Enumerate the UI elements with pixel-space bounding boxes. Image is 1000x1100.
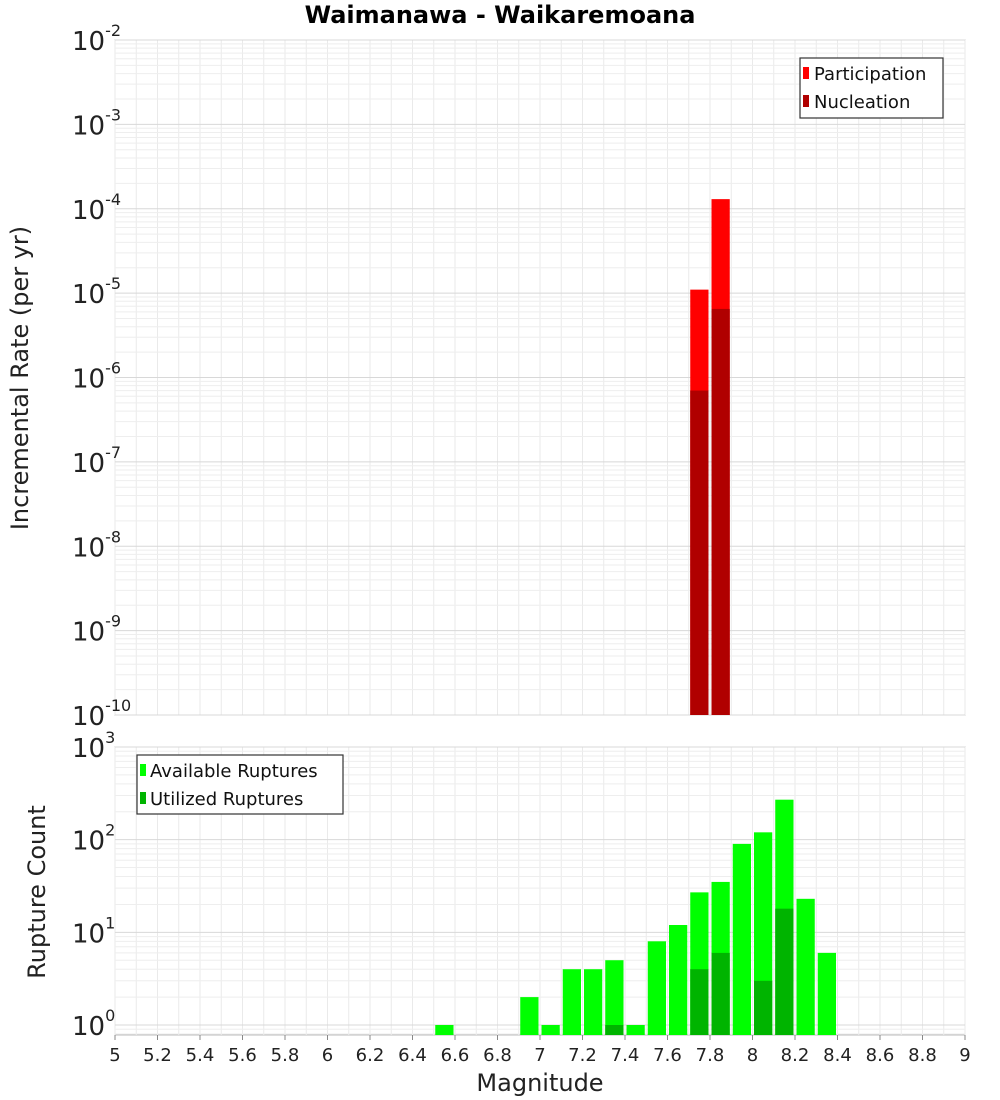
count-bar-utilized-ruptures: [711, 952, 730, 1035]
x-ticks: 5 5.2 5.4 5.6 5.8 6 6.2 6.4 6.6 6.8 7 7.2 7.4 7.6 7.8 8…: [109, 1035, 971, 1066]
count-bar-available-ruptures: [626, 1025, 645, 1035]
legend-swatch-nucleation: [803, 95, 809, 107]
rate-y-tick-label: 10-2: [72, 21, 121, 57]
x-tick-label: 7.6: [653, 1045, 682, 1066]
x-axis-label: Magnitude: [476, 1069, 603, 1097]
rate-y-tick-label: 10-8: [72, 527, 121, 563]
x-tick-label: 8.8: [908, 1045, 937, 1066]
rate-y-axis-label: Incremental Rate (per yr): [6, 226, 34, 530]
x-tick-label: 5: [109, 1045, 120, 1066]
count-bar-utilized-ruptures: [775, 908, 794, 1035]
count-bar-available-ruptures: [541, 1025, 560, 1035]
count-y-tick-label: 100: [72, 1006, 115, 1042]
x-tick-label: 8.4: [823, 1045, 852, 1066]
x-tick-label: 7.8: [696, 1045, 725, 1066]
count-bar-available-ruptures: [647, 941, 666, 1035]
count-legend-box: [136, 754, 344, 815]
legend-label-participation: Participation: [814, 64, 926, 85]
x-tick-label: 6.6: [441, 1045, 470, 1066]
rate-legend-box: [799, 57, 944, 119]
x-tick-label: 5.6: [228, 1045, 257, 1066]
rate-grid: [114, 39, 966, 716]
rate-y-tick-label: 10-4: [72, 190, 121, 226]
rate-y-tick-label: 10-5: [72, 274, 121, 310]
count-legend: Available Ruptures Utilized Ruptures: [136, 754, 344, 815]
x-tick-label: 5.2: [143, 1045, 172, 1066]
x-tick-label: 6: [322, 1045, 333, 1066]
x-tick-label: 8.6: [866, 1045, 895, 1066]
legend-swatch-participation: [803, 67, 809, 79]
legend-swatch-utilized: [140, 792, 146, 804]
rate-bar-nucleation: [690, 390, 709, 715]
count-bar-available-ruptures: [435, 1025, 454, 1035]
count-bar-available-ruptures: [584, 969, 603, 1035]
x-tick-label: 5.8: [271, 1045, 300, 1066]
legend-label-nucleation: Nucleation: [814, 92, 910, 113]
rate-y-tick-label: 10-6: [72, 359, 121, 395]
x-tick-label: 8.2: [781, 1045, 810, 1066]
x-tick-label: 6.8: [483, 1045, 512, 1066]
count-bar-available-ruptures: [562, 969, 581, 1035]
rate-bars: [690, 199, 730, 715]
count-bar-utilized-ruptures: [754, 980, 773, 1035]
x-tick-label: 8: [747, 1045, 758, 1066]
count-bar-available-ruptures: [669, 924, 688, 1035]
rate-panel: 10-2 10-3 10-4 10-5 10-6 10-7 10-8 10-9 10-10 In…: [6, 21, 966, 732]
x-tick-label: 7.4: [611, 1045, 640, 1066]
legend-label-utilized: Utilized Ruptures: [150, 789, 303, 810]
rate-y-tick-label: 10-9: [72, 612, 121, 648]
count-y-tick-label: 102: [72, 821, 115, 857]
rate-y-tick-label: 10-10: [72, 696, 131, 732]
count-panel: 103 102 101 100 5 5.2 5.4 5.6 5.8 6 6.2 6.4 6.6 6.8 7…: [23, 728, 971, 1097]
x-tick-label: 9: [959, 1045, 970, 1066]
rate-y-tick-label: 10-7: [72, 443, 121, 479]
rate-legend: Participation Nucleation: [799, 57, 944, 119]
count-bar-available-ruptures: [796, 898, 815, 1035]
x-tick-label: 7: [534, 1045, 545, 1066]
count-bar-utilized-ruptures: [605, 1025, 624, 1035]
x-tick-label: 6.4: [398, 1045, 427, 1066]
rate-y-tick-label: 10-3: [72, 105, 121, 141]
count-bar-available-ruptures: [732, 843, 751, 1035]
count-y-tick-label: 103: [72, 728, 115, 764]
count-bar-available-ruptures: [605, 960, 624, 1035]
rate-bar-nucleation: [711, 308, 730, 715]
x-tick-label: 5.4: [186, 1045, 215, 1066]
x-tick-label: 7.2: [568, 1045, 597, 1066]
rate-y-ticks: 10-2 10-3 10-4 10-5 10-6 10-7 10-8 10-9 10-10: [72, 21, 131, 732]
chart-title: Waimanawa - Waikaremoana: [305, 1, 696, 29]
count-bar-utilized-ruptures: [690, 969, 709, 1035]
legend-swatch-available: [140, 764, 146, 776]
count-y-tick-label: 101: [72, 913, 115, 949]
count-y-axis-label: Rupture Count: [23, 805, 51, 979]
count-bars: [435, 799, 836, 1035]
legend-label-available: Available Ruptures: [150, 761, 318, 782]
x-tick-label: 6.2: [356, 1045, 385, 1066]
count-bar-available-ruptures: [817, 952, 836, 1035]
count-y-ticks: 103 102 101 100: [72, 728, 115, 1042]
count-bar-available-ruptures: [520, 997, 539, 1035]
